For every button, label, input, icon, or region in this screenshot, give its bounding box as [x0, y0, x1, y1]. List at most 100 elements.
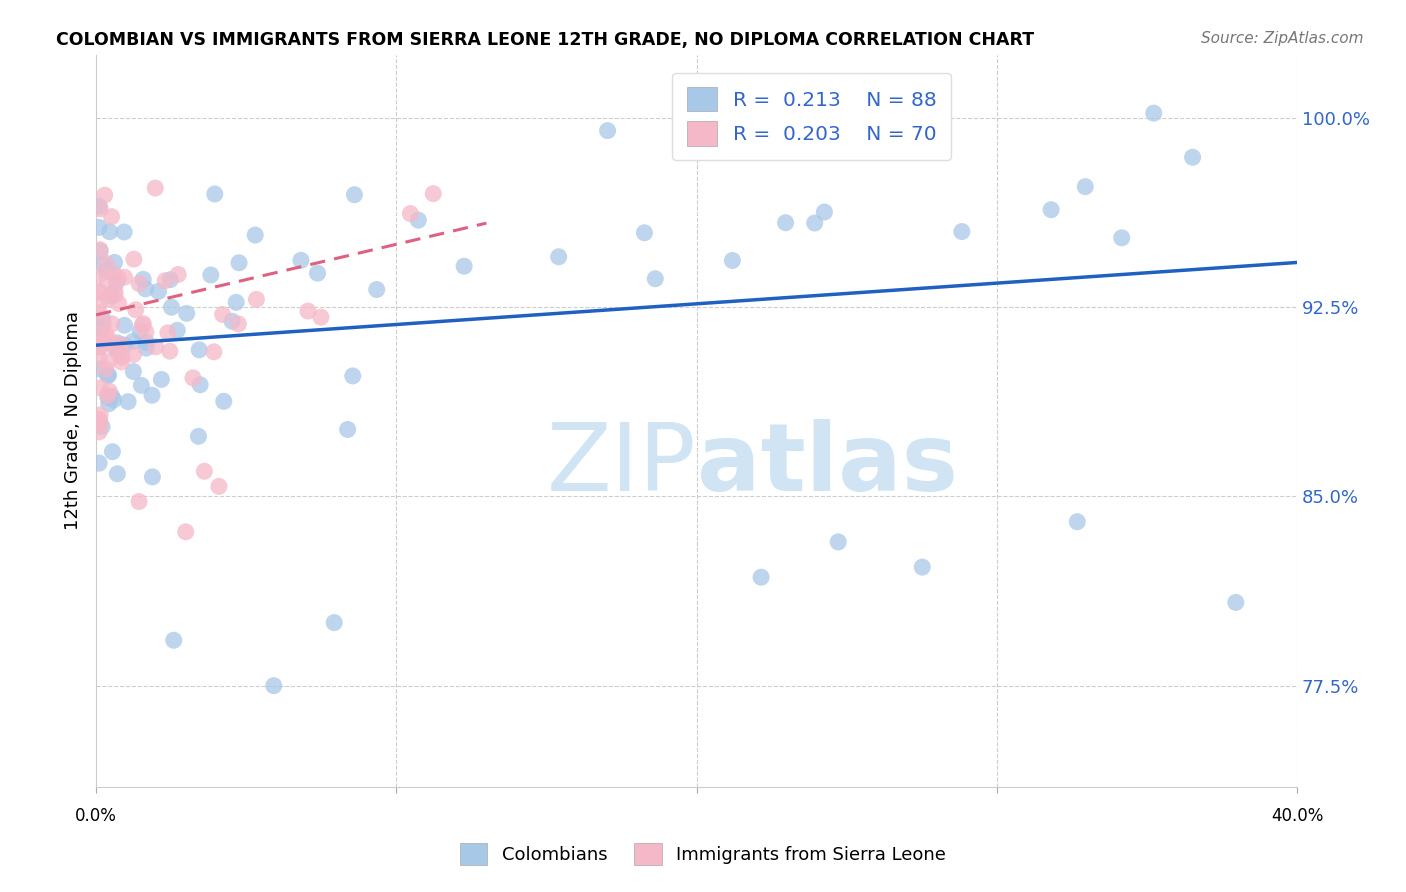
Point [131, 318, 153, 333]
Point [112, 225, 135, 239]
Point [98, 288, 121, 302]
Legend: R =  0.213    N = 88, R =  0.203    N = 70: R = 0.213 N = 88, R = 0.203 N = 70 [672, 72, 950, 160]
Point [167, 268, 190, 282]
Point [1143, 106, 1166, 120]
Point [89, 244, 111, 259]
Point [225, 295, 247, 310]
Point [89, 321, 111, 335]
Point [132, 272, 155, 286]
Point [803, 216, 825, 230]
Point [141, 470, 163, 484]
Point [399, 206, 422, 220]
Point [633, 226, 655, 240]
Point [100, 210, 122, 224]
Point [342, 368, 364, 383]
Point [94, 330, 117, 344]
Point [422, 186, 444, 201]
Text: Source: ZipAtlas.com: Source: ZipAtlas.com [1201, 31, 1364, 46]
Point [122, 334, 145, 349]
Point [174, 524, 197, 539]
Point [547, 250, 569, 264]
Point [200, 268, 222, 282]
Point [107, 271, 129, 285]
Point [97, 397, 120, 411]
Point [89, 243, 111, 257]
Point [827, 535, 849, 549]
Point [97, 388, 120, 402]
Point [228, 317, 250, 331]
Y-axis label: 12th Grade, No Diploma: 12th Grade, No Diploma [65, 311, 82, 531]
Point [94, 362, 117, 376]
Point [453, 259, 475, 273]
Point [89, 202, 111, 216]
Text: ZIP: ZIP [547, 418, 696, 511]
Point [105, 335, 128, 350]
Point [87, 199, 110, 213]
Point [159, 344, 181, 359]
Point [208, 479, 231, 493]
Point [91, 318, 114, 332]
Point [122, 252, 145, 267]
Point [813, 205, 835, 219]
Point [366, 283, 388, 297]
Point [1111, 231, 1133, 245]
Point [911, 560, 934, 574]
Point [163, 633, 186, 648]
Point [1225, 595, 1247, 609]
Point [245, 293, 267, 307]
Point [145, 340, 167, 354]
Point [1074, 179, 1097, 194]
Point [87, 412, 110, 426]
Point [91, 420, 114, 434]
Point [87, 456, 110, 470]
Legend: Colombians, Immigrants from Sierra Leone: Colombians, Immigrants from Sierra Leone [453, 836, 953, 872]
Point [107, 296, 129, 310]
Point [775, 216, 797, 230]
Point [87, 220, 110, 235]
Point [159, 273, 181, 287]
Point [110, 337, 132, 351]
Point [114, 318, 136, 333]
Point [107, 344, 129, 359]
Point [160, 300, 183, 314]
Point [103, 255, 125, 269]
Point [721, 253, 744, 268]
Point [117, 394, 139, 409]
Point [135, 325, 157, 339]
Point [1040, 202, 1063, 217]
Point [221, 314, 243, 328]
Point [104, 288, 127, 302]
Point [87, 340, 110, 354]
Point [110, 355, 132, 369]
Point [87, 415, 110, 429]
Point [87, 306, 110, 320]
Point [87, 362, 110, 376]
Point [141, 388, 163, 402]
Point [131, 378, 153, 392]
Point [87, 285, 110, 299]
Point [101, 317, 124, 331]
Point [87, 335, 110, 350]
Point [89, 408, 111, 422]
Point [307, 266, 329, 280]
Point [103, 392, 125, 407]
Point [104, 284, 127, 298]
Point [97, 391, 120, 405]
Point [290, 253, 312, 268]
Point [97, 368, 120, 383]
Point [110, 348, 132, 362]
Point [343, 187, 366, 202]
Point [707, 106, 730, 120]
Point [94, 264, 117, 278]
Point [105, 275, 128, 289]
Point [176, 306, 198, 320]
Point [87, 326, 110, 341]
Point [202, 344, 225, 359]
Point [135, 335, 157, 350]
Point [950, 225, 973, 239]
Point [90, 319, 112, 334]
Point [128, 494, 150, 508]
Point [97, 368, 120, 382]
Point [125, 302, 148, 317]
Point [97, 354, 120, 368]
